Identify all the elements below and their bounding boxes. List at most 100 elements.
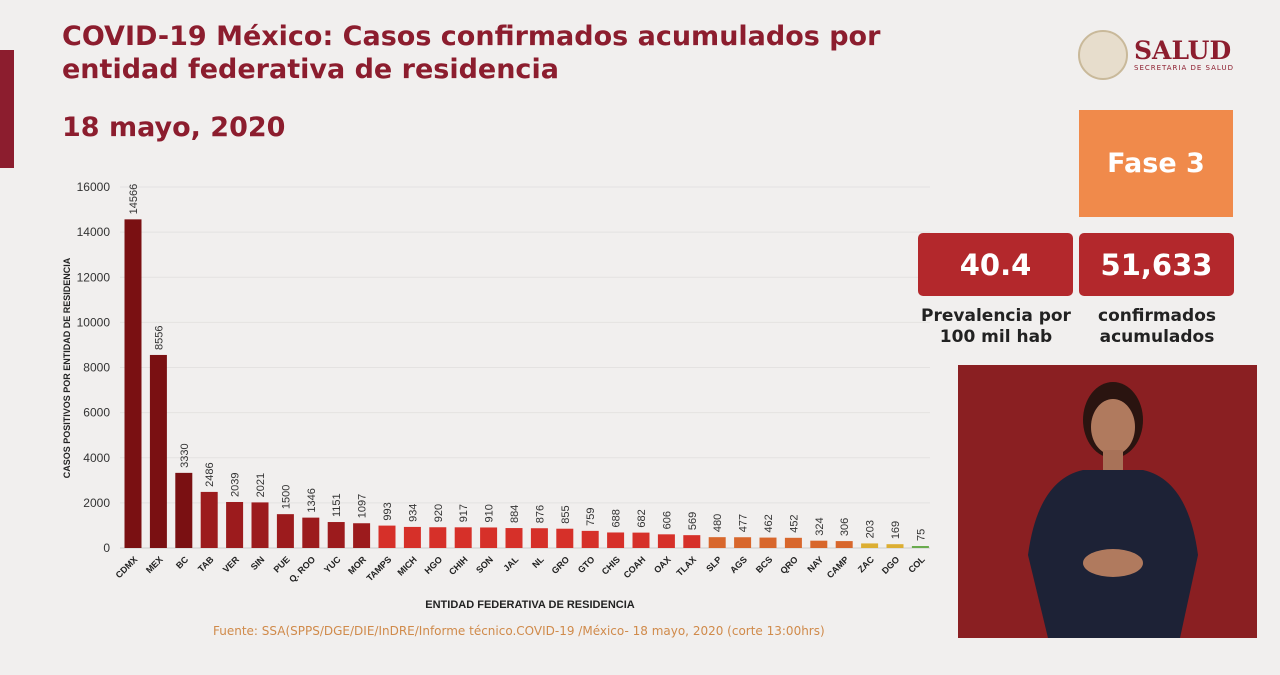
data-label: 75 [915, 529, 927, 541]
x-tick-label: PUE [272, 554, 292, 574]
data-label: 2021 [255, 473, 267, 497]
data-label: 480 [712, 514, 724, 532]
bar [632, 532, 650, 548]
logo-subtitle: SECRETARIA DE SALUD [1134, 64, 1234, 72]
bar [835, 541, 853, 548]
data-label: 1097 [357, 494, 369, 518]
data-label: 993 [382, 502, 394, 520]
y-axis-label: CASOS POSITIVOS POR ENTIDAD DE RESIDENCI… [62, 257, 72, 478]
data-label: 910 [484, 504, 496, 522]
x-tick-label: MEX [144, 554, 165, 575]
y-tick-label: 2000 [83, 496, 110, 510]
bar [200, 491, 218, 548]
y-tick-label: 6000 [83, 406, 110, 420]
x-tick-label: AGS [728, 554, 749, 575]
data-label: 759 [585, 508, 597, 526]
bar [556, 528, 574, 548]
bar [607, 532, 625, 548]
y-tick-label: 0 [103, 541, 110, 555]
bar [886, 544, 904, 548]
seal-icon [1078, 30, 1128, 80]
x-tick-label: GRO [550, 554, 572, 576]
y-tick-label: 10000 [77, 315, 111, 329]
bar [911, 546, 929, 548]
data-label: 855 [560, 505, 572, 523]
source-note: Fuente: SSA(SPPS/DGE/DIE/InDRE/Informe t… [213, 624, 825, 638]
x-tick-label: SLP [704, 554, 723, 573]
bar [175, 472, 193, 548]
x-tick-label: TAMPS [365, 554, 394, 583]
logo-name: SALUD [1134, 36, 1232, 65]
y-tick-label: 14000 [77, 225, 111, 239]
x-tick-label: QRO [778, 554, 800, 576]
bar-chart: 0 2000 4000 6000 8000 10000 12000 14000 16000 CAS… [62, 180, 930, 611]
x-tick-label: CHIH [447, 554, 470, 577]
x-tick-label: GTO [576, 554, 597, 575]
prevalence-label: Prevalencia por 100 mil hab [921, 306, 1071, 347]
x-tick-label: JAL [501, 554, 520, 573]
x-tick-label: SON [474, 554, 495, 575]
data-label: 14566 [128, 184, 140, 215]
bar [226, 501, 244, 548]
bar [403, 526, 421, 548]
confirmed-value: 51,633 [1079, 233, 1234, 296]
bar [480, 527, 498, 548]
data-label: 169 [890, 521, 902, 539]
data-label: 920 [433, 504, 445, 522]
data-label: 917 [458, 504, 470, 522]
y-tick-label: 4000 [83, 451, 110, 465]
data-label: 8556 [153, 325, 165, 349]
bar [530, 528, 548, 548]
data-label: 324 [814, 517, 826, 535]
y-tick-label: 16000 [77, 180, 111, 194]
data-label: 1500 [280, 485, 292, 509]
data-label: 606 [661, 511, 673, 529]
x-tick-label: TAB [196, 554, 216, 574]
data-label: 1346 [306, 488, 318, 512]
bar [378, 525, 396, 548]
data-label: 688 [611, 509, 623, 527]
x-tick-label: Q. ROO [287, 554, 317, 584]
data-label: 682 [636, 509, 648, 527]
x-axis-label: ENTIDAD FEDERATIVA DE RESIDENCIA [425, 599, 634, 611]
bar [505, 528, 523, 548]
bar [251, 502, 269, 548]
x-tick-label: OAX [652, 554, 673, 575]
x-tick-label: COAH [622, 554, 648, 580]
data-label: 884 [509, 505, 521, 523]
bar [734, 537, 752, 548]
prevalence-value: 40.4 [918, 233, 1073, 296]
bar [708, 537, 726, 548]
confirmed-label: confirmados acumulados [1098, 306, 1216, 347]
bar [454, 527, 472, 548]
x-tick-label: CDMX [114, 554, 140, 580]
bar [581, 530, 599, 548]
sign-language-interpreter-video [958, 365, 1257, 638]
x-tick-label: COL [906, 554, 927, 575]
x-tick-label: VER [221, 554, 242, 575]
data-label: 2039 [230, 473, 242, 497]
x-tick-label: SIN [249, 554, 267, 572]
data-label: 462 [763, 514, 775, 532]
bar [784, 537, 802, 548]
data-label: 934 [407, 504, 419, 522]
y-tick-label: 8000 [83, 361, 110, 375]
data-label: 203 [865, 520, 877, 538]
bar [327, 522, 345, 548]
x-tick-label: CAMP [825, 554, 851, 580]
bar [861, 543, 879, 548]
bar [276, 514, 294, 548]
bar [657, 534, 675, 548]
bar [149, 354, 167, 548]
x-tick-label: MOR [346, 554, 368, 576]
salud-logo: SALUD SECRETARIA DE SALUD [1078, 30, 1234, 80]
data-label: 452 [788, 514, 800, 532]
report-date: 18 mayo, 2020 [62, 112, 286, 143]
data-label: 569 [687, 512, 699, 530]
phase-badge: Fase 3 [1079, 110, 1233, 217]
x-tick-label: BCS [754, 554, 775, 575]
data-label: 876 [534, 505, 546, 523]
data-label: 477 [738, 514, 750, 532]
x-tick-label: NAY [805, 554, 825, 574]
x-tick-label: YUC [322, 554, 343, 575]
